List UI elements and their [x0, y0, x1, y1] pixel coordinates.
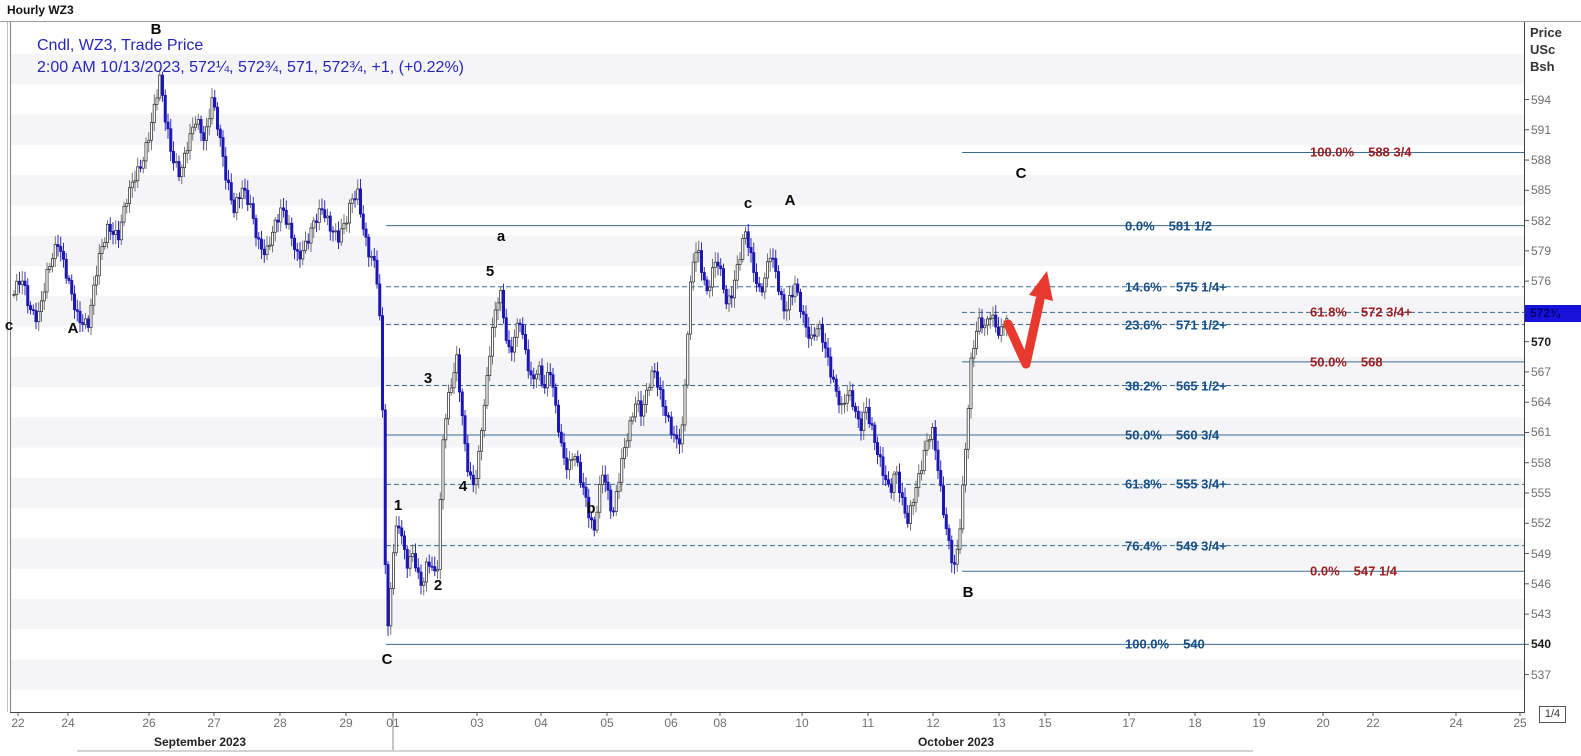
axis-header-bushel: Bsh — [1530, 59, 1555, 74]
x-tick-label: 10 — [795, 716, 809, 730]
y-tick-label: 543 — [1531, 607, 1552, 622]
x-tick-label: 22 — [11, 716, 25, 730]
legend-series-name: Cndl, WZ3, Trade Price — [37, 37, 204, 54]
fibonacci-lines — [386, 151, 1524, 645]
time-axis-line — [10, 712, 1525, 713]
month-label: October 2023 — [917, 735, 995, 749]
y-tick-label: 594 — [1531, 92, 1552, 107]
wave-label: B — [962, 584, 974, 601]
fib-level-label: 0.0% 581 1/2 — [1125, 218, 1213, 234]
arrow-shaft — [1003, 295, 1045, 369]
fib-level-label: 50.0% 568 — [1310, 354, 1383, 370]
wave-label: C — [381, 651, 393, 668]
x-tick-label: 01 — [386, 716, 400, 730]
wave-label: A — [67, 320, 79, 337]
x-tick-label: 17 — [1122, 716, 1136, 730]
fib-level-label: 14.6% 575 1/4+ — [1125, 279, 1227, 295]
x-tick-label: 04 — [534, 716, 548, 730]
fib-level-label: 76.4% 549 3/4+ — [1125, 538, 1227, 554]
x-tick-label: 18 — [1188, 716, 1202, 730]
y-tick-label: 567 — [1531, 364, 1552, 379]
x-tick-label: 06 — [664, 716, 678, 730]
x-tick-label: 24 — [61, 716, 75, 730]
plot-outer-border — [7, 22, 8, 712]
y-tick-label: 591 — [1531, 122, 1552, 137]
fib-level-label: 0.0% 547 1/4 — [1310, 563, 1398, 579]
wave-label: 5 — [485, 263, 495, 280]
min-tick-box: 1/4 — [1539, 706, 1566, 723]
x-tick-label: 24 — [1449, 716, 1463, 730]
x-tick-label: 13 — [992, 716, 1006, 730]
wave-label: b — [586, 500, 596, 517]
x-tick-label: 11 — [861, 716, 875, 730]
y-tick-label: 588 — [1531, 153, 1552, 168]
wave-label: a — [496, 228, 506, 245]
fib-level-label: 100.0% 540 — [1125, 636, 1205, 652]
window-title: Hourly WZ3 — [7, 3, 74, 17]
y-tick-label: 585 — [1531, 183, 1552, 198]
axis-header-unit: USc — [1530, 42, 1556, 57]
x-tick-label: 20 — [1316, 716, 1330, 730]
x-tick-label: 26 — [142, 716, 156, 730]
wave-label: 2 — [433, 577, 443, 594]
y-tick-label: 555 — [1531, 486, 1552, 500]
wave-label: C — [1015, 165, 1027, 182]
axis-header-price: Price — [1530, 25, 1562, 40]
price-axis-line — [1524, 22, 1525, 712]
wave-label: B — [150, 21, 162, 38]
fib-level-label: 38.2% 565 1/2+ — [1125, 378, 1227, 394]
x-tick-label: 22 — [1366, 716, 1380, 730]
wave-label: 1 — [393, 497, 403, 514]
x-tick-label: 28 — [273, 716, 287, 730]
fib-level-label: 61.8% 572 3/4+ — [1310, 304, 1412, 320]
x-tick-label: 27 — [207, 716, 221, 730]
last-price-badge: 572¾ — [1525, 305, 1581, 322]
fib-level-label: 100.0% 588 3/4 — [1310, 144, 1412, 160]
wave-label: c — [4, 317, 14, 334]
y-tick-label: 558 — [1531, 455, 1552, 470]
arrow-head — [1029, 271, 1053, 301]
x-tick-label: 29 — [339, 716, 353, 730]
y-tick-label: 540 — [1531, 637, 1552, 652]
x-tick-label: 15 — [1038, 716, 1052, 730]
y-tick-label: 549 — [1531, 546, 1552, 561]
wave-label: c — [743, 195, 753, 212]
y-tick-label: 564 — [1531, 395, 1552, 410]
y-tick-label: 579 — [1531, 243, 1552, 258]
y-tick-label: 570 — [1531, 334, 1552, 349]
x-tick-label: 08 — [713, 716, 727, 730]
x-tick-label: 12 — [926, 716, 940, 730]
y-tick-label: 561 — [1531, 425, 1552, 440]
x-tick-label: 19 — [1252, 716, 1266, 730]
y-tick-label: 576 — [1531, 274, 1552, 289]
x-tick-label: 03 — [470, 716, 484, 730]
month-label: September 2023 — [153, 735, 247, 749]
price-axis-header: Price USc Bsh — [1530, 24, 1562, 75]
wave-label: 4 — [458, 478, 468, 495]
fib-level-label: 50.0% 560 3/4 — [1125, 427, 1220, 443]
x-tick-label: 25 — [1513, 716, 1527, 730]
y-tick-label: 552 — [1531, 516, 1552, 531]
chart-legend: Cndl, WZ3, Trade Price 2:00 AM 10/13/202… — [37, 35, 464, 79]
fib-level-label: 23.6% 571 1/2+ — [1125, 317, 1227, 332]
y-tick-label: 537 — [1531, 667, 1552, 682]
price-band-stripes — [11, 54, 1524, 690]
legend-last-quote: 2:00 AM 10/13/2023, 572¼, 572¾, 571, 572… — [37, 59, 464, 76]
x-tick-label: 05 — [600, 716, 614, 730]
y-tick-label: 546 — [1531, 576, 1552, 591]
y-tick-label: 582 — [1531, 213, 1552, 228]
wave-label: 3 — [423, 370, 433, 387]
candlesticks — [12, 68, 1009, 636]
wave-label: A — [784, 192, 796, 209]
bullish-arrow-annotation — [1003, 271, 1053, 369]
fib-level-label: 61.8% 555 3/4+ — [1125, 476, 1227, 492]
plot-left-border — [10, 22, 11, 712]
titlebar-divider — [0, 21, 1581, 22]
